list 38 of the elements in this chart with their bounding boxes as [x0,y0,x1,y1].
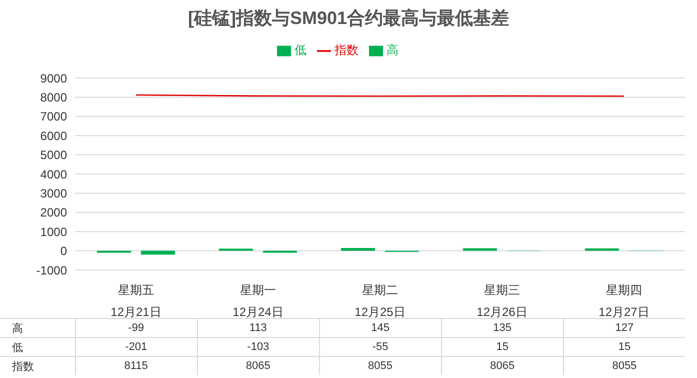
text: 指数 [12,360,34,372]
y-tick-label: 2000 [40,206,68,220]
legend-label: 高 [386,43,398,57]
data-label: -55 [318,338,441,356]
chart-title: [硅锰]指数与SM901合约最高与最低基差 [186,7,510,30]
y-tick-label: 9000 [40,71,68,86]
data-label: -99 [74,319,197,337]
y-tick-label: 8000 [40,90,68,104]
data-label: -201 [74,338,197,356]
y-tick-label: 4000 [40,167,68,182]
x-tick-label: 星期四 12月27日 [598,283,650,319]
data-label: -103 [196,338,319,356]
data-label: 8115 [74,357,197,375]
y-tick-label: -1000 [36,263,68,278]
text: 高 [12,322,23,334]
data-label: 8055 [318,357,441,375]
x-tick-label: 星期五 12月21日 [110,283,162,319]
x-tick-label: 星期一 12月24日 [232,283,284,319]
data-label: 145 [318,319,441,337]
legend-label: 指数 [334,43,358,57]
data-label: 127 [562,319,685,337]
data-label: 8065 [440,357,563,375]
y-tick-label: 3000 [40,186,68,200]
x-tick-label: 星期三 12月26日 [476,283,528,319]
x-tick-label: 星期二 12月25日 [354,283,406,319]
data-label: 8055 [562,357,685,375]
data-label: 135 [440,319,563,337]
y-tick-label: 7000 [40,110,68,124]
y-tick-label: 6000 [40,128,68,143]
data-label: 113 [196,319,319,337]
data-label: 15 [440,338,563,356]
data-label: 8065 [196,357,319,375]
legend-label: 低 [294,43,306,57]
text: 低 [12,342,23,354]
y-tick-label: 1000 [40,224,68,239]
data-label: 15 [562,338,685,356]
y-tick-label: 0 [60,244,68,258]
y-tick-label: 5000 [40,148,68,162]
